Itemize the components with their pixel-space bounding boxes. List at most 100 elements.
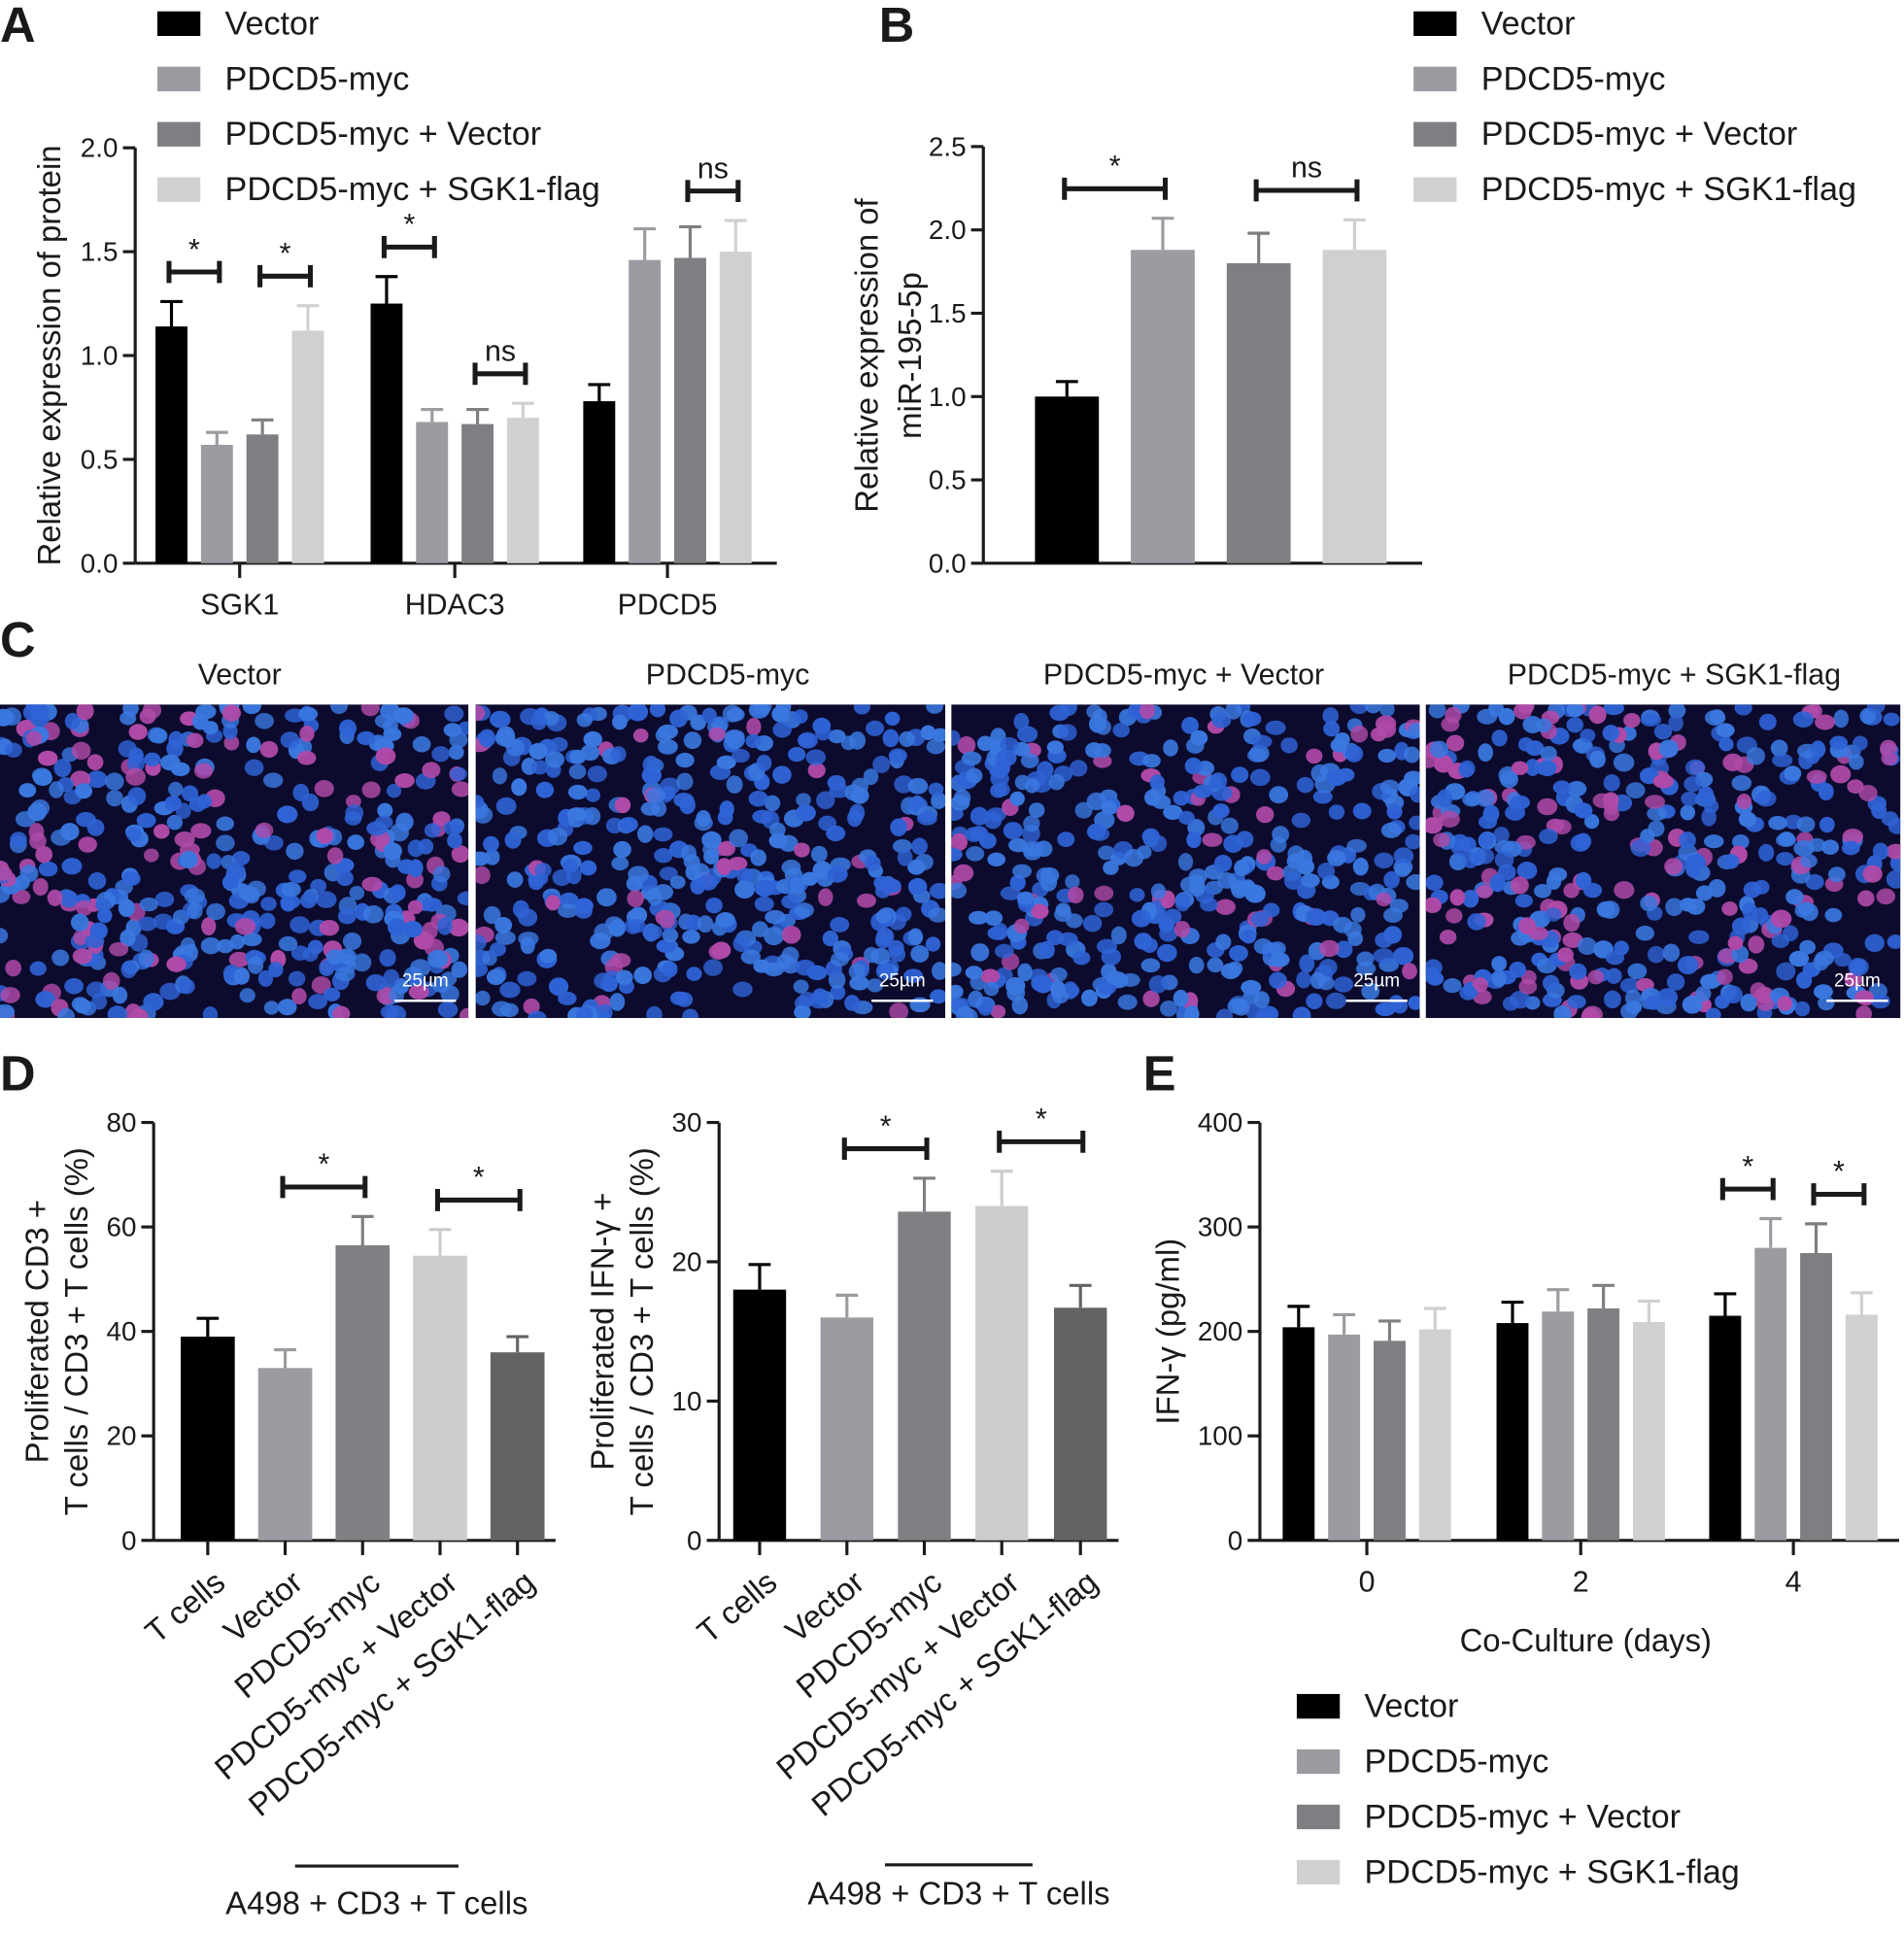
nucleus <box>1605 950 1625 966</box>
x-tick-label: 4 <box>1785 1566 1802 1598</box>
nucleus <box>1652 774 1675 789</box>
nucleus <box>1373 948 1395 964</box>
nucleus <box>402 920 423 938</box>
significance-bracket <box>166 260 222 284</box>
nucleus <box>1731 834 1750 850</box>
nucleus <box>1344 745 1364 763</box>
nucleus <box>1625 782 1646 798</box>
nucleus <box>125 827 142 842</box>
nucleus <box>1082 914 1103 933</box>
x-tick-label: 2 <box>1573 1566 1589 1598</box>
panel-letter: B <box>879 0 915 52</box>
nucleus <box>120 961 137 979</box>
nucleus <box>1181 717 1199 734</box>
nucleus <box>889 1002 909 1019</box>
nucleus <box>1681 791 1699 806</box>
legend-label: Vector <box>225 5 320 42</box>
nucleus <box>1478 832 1494 848</box>
nucleus <box>448 745 464 761</box>
nucleus <box>1784 765 1802 782</box>
nucleus <box>585 788 601 802</box>
significance-label: * <box>280 238 291 270</box>
nucleus <box>872 756 891 773</box>
nucleus <box>1117 994 1138 1010</box>
nucleus <box>1177 853 1194 871</box>
nucleus <box>1806 769 1827 784</box>
x-axis-title: Co-Culture (days) <box>1460 1622 1712 1658</box>
significance-bracket <box>381 235 437 258</box>
nucleus <box>955 1005 974 1019</box>
nucleus <box>1502 996 1519 1011</box>
nucleus <box>1009 791 1025 806</box>
nucleus <box>1437 789 1453 808</box>
bar <box>719 252 752 563</box>
nucleus <box>144 752 161 766</box>
nucleus <box>159 982 181 1001</box>
nucleus <box>1296 849 1313 867</box>
scale-bar-label: 25µm <box>402 971 449 992</box>
nucleus <box>807 762 826 779</box>
bar <box>629 259 662 563</box>
nucleus <box>1876 888 1896 905</box>
nucleus <box>1085 742 1104 759</box>
nucleus <box>1402 963 1417 980</box>
nucleus <box>1031 903 1049 920</box>
nucleus <box>1748 935 1765 954</box>
nucleus <box>1820 839 1840 855</box>
nucleus <box>788 747 806 763</box>
nucleus <box>85 981 107 999</box>
nucleus <box>669 875 686 890</box>
nucleus <box>951 984 964 1000</box>
nucleus <box>459 1007 469 1019</box>
nucleus <box>1808 837 1826 852</box>
y-tick-label: 1.5 <box>929 298 967 328</box>
significance-bracket <box>997 1131 1086 1153</box>
nucleus <box>1256 849 1273 865</box>
error-bar <box>724 219 747 253</box>
nucleus <box>1613 753 1635 772</box>
error-bar <box>1055 380 1078 397</box>
bar <box>335 1244 391 1541</box>
nucleus <box>1011 996 1029 1015</box>
nucleus <box>0 865 13 881</box>
nucleus <box>969 806 989 826</box>
y-tick-label: 80 <box>106 1107 136 1137</box>
nucleus <box>1094 901 1114 918</box>
nucleus <box>1467 913 1486 931</box>
nucleus <box>29 704 50 720</box>
nucleus <box>732 981 753 998</box>
nucleus <box>844 995 861 1011</box>
nucleus <box>475 865 491 885</box>
nucleus <box>119 711 137 726</box>
nucleus <box>1534 884 1552 899</box>
bar <box>1709 1315 1742 1541</box>
nucleus <box>990 783 1006 798</box>
nucleus <box>366 821 388 836</box>
y-tick-label: 0 <box>687 1525 701 1555</box>
nucleus <box>397 859 416 874</box>
nucleus <box>1249 768 1271 787</box>
nucleus <box>1491 729 1508 747</box>
nucleus <box>729 829 748 848</box>
significance-bracket <box>1811 1183 1867 1205</box>
nucleus <box>1722 753 1744 772</box>
legend-label: PDCD5-myc <box>225 60 410 97</box>
nucleus <box>289 916 311 933</box>
nucleus <box>1866 704 1886 714</box>
nucleus <box>539 948 558 964</box>
y-tick-label: 0 <box>1228 1525 1242 1555</box>
nucleus <box>1220 817 1239 834</box>
legend-swatch <box>1413 121 1457 147</box>
nucleus <box>1886 843 1901 860</box>
nucleus <box>1462 889 1479 908</box>
nucleus <box>1665 898 1683 917</box>
nucleus <box>1377 748 1397 763</box>
nucleus <box>1525 759 1541 776</box>
nucleus <box>29 961 47 976</box>
nucleus <box>1755 790 1777 807</box>
nucleus <box>640 801 661 816</box>
error-bar <box>421 408 444 423</box>
nucleus <box>375 747 396 765</box>
nucleus <box>427 949 449 968</box>
